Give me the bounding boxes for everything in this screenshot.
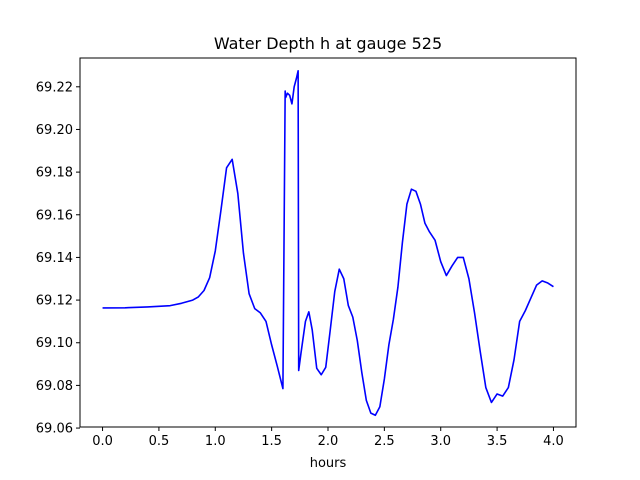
x-tick-label: 2.0 bbox=[318, 434, 339, 449]
y-axis: 69.06 69.08 69.10 69.12 69.14 69.16 69.18 69.20… bbox=[36, 80, 80, 437]
x-axis: 0.0 0.5 1.0 1.5 2.0 2.5 3.0 3.5 4.0 bbox=[92, 427, 564, 449]
x-tick-label: 3.5 bbox=[487, 434, 508, 449]
series-layer bbox=[102, 70, 554, 417]
y-tick-label: 69.10 bbox=[36, 336, 73, 351]
series-line-0 bbox=[102, 70, 554, 417]
y-tick-label: 69.22 bbox=[36, 80, 73, 95]
x-tick-label: 3.0 bbox=[430, 434, 451, 449]
y-tick-label: 69.14 bbox=[36, 251, 73, 266]
y-tick-label: 69.06 bbox=[36, 422, 73, 437]
x-tick-label: 1.5 bbox=[261, 434, 282, 449]
plot-area bbox=[80, 58, 576, 427]
y-tick-label: 69.18 bbox=[36, 166, 73, 181]
chart-title: Water Depth h at gauge 525 bbox=[214, 34, 442, 53]
x-tick-label: 0.0 bbox=[92, 434, 113, 449]
x-axis-label: hours bbox=[310, 456, 347, 471]
y-tick-label: 69.12 bbox=[36, 294, 73, 309]
y-tick-label: 69.20 bbox=[36, 123, 73, 138]
x-tick-label: 1.0 bbox=[205, 434, 226, 449]
x-tick-label: 0.5 bbox=[149, 434, 170, 449]
y-tick-label: 69.16 bbox=[36, 208, 73, 223]
y-tick-label: 69.08 bbox=[36, 379, 73, 394]
x-tick-label: 4.0 bbox=[543, 434, 564, 449]
x-tick-label: 2.5 bbox=[374, 434, 395, 449]
